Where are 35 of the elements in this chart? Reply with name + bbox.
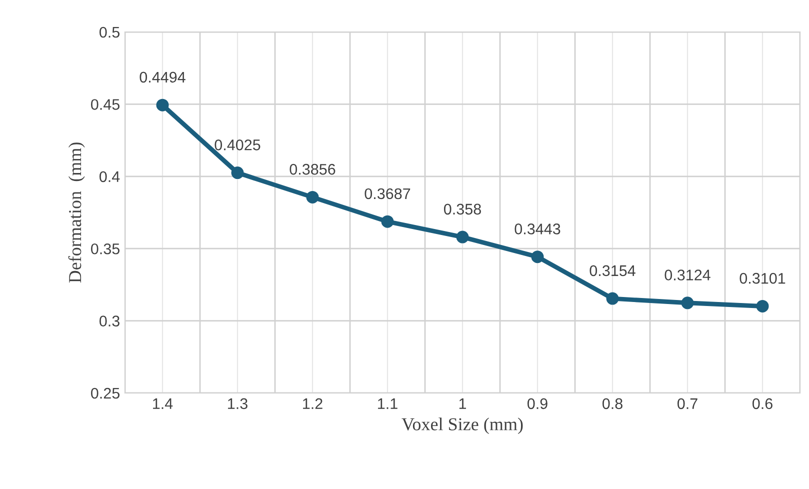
point <box>381 215 394 228</box>
y-tick-label: 0.25 <box>91 388 120 399</box>
x-tick-label: 1.1 <box>378 398 398 409</box>
point <box>231 166 244 180</box>
x-tick-label: 1.2 <box>303 398 322 409</box>
data-label: 0.3687 <box>364 188 410 200</box>
point <box>681 296 694 310</box>
point <box>306 190 319 204</box>
data-label: 0.3443 <box>514 224 560 234</box>
x-tick-label: 1.3 <box>228 398 248 410</box>
point <box>531 250 544 264</box>
y-tick-label: 0.35 <box>91 243 120 254</box>
x-tick-label: 0.8 <box>602 398 622 410</box>
point <box>156 98 169 112</box>
x-axis-title: Voxel Size (mm) <box>402 418 523 434</box>
y-tick-label: 0.3 <box>100 316 120 326</box>
data-label: 0.3101 <box>740 272 786 284</box>
data-label: 0.358 <box>444 204 481 215</box>
point <box>456 230 469 244</box>
y-tick-label: 0.5 <box>100 26 120 38</box>
x-tick-label: 0.7 <box>677 398 698 410</box>
point <box>606 292 619 305</box>
y-tick-label: 0.45 <box>91 99 120 110</box>
x-tick-label: 1.4 <box>153 398 173 409</box>
data-label: 0.4494 <box>140 72 186 83</box>
point <box>756 300 769 312</box>
x-tick-label: 1 <box>459 398 466 409</box>
data-label: 0.4025 <box>214 140 260 150</box>
x-tick-label: 0.9 <box>527 398 548 410</box>
data-label: 0.3154 <box>590 265 636 276</box>
x-tick-label: 0.6 <box>752 398 772 410</box>
y-axis-title: Deformation (mm) <box>68 142 85 283</box>
y-tick-label: 0.4 <box>100 171 120 182</box>
data-label: 0.3856 <box>290 164 336 175</box>
data-label: 0.3124 <box>664 270 710 280</box>
